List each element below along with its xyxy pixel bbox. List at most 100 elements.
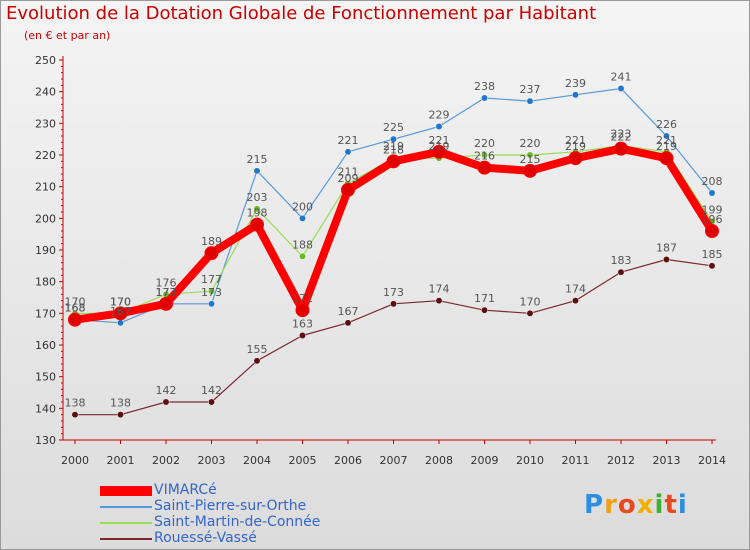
y-tick-label: 170 bbox=[35, 307, 56, 320]
data-point bbox=[208, 300, 215, 308]
y-tick-label: 140 bbox=[35, 402, 56, 415]
x-tick-label: 2011 bbox=[562, 454, 590, 467]
x-tick-label: 2008 bbox=[425, 454, 453, 467]
data-label: 221 bbox=[429, 134, 450, 147]
data-label: 168 bbox=[65, 302, 86, 315]
data-point bbox=[432, 144, 446, 159]
data-label: 176 bbox=[156, 276, 177, 289]
data-point bbox=[299, 252, 306, 260]
x-tick-label: 2014 bbox=[698, 454, 726, 467]
y-tick-label: 160 bbox=[35, 339, 56, 352]
chart-subtitle: (en € et par an) bbox=[24, 29, 111, 42]
data-point bbox=[390, 300, 397, 308]
data-label: 199 bbox=[702, 204, 723, 217]
legend-swatch bbox=[100, 506, 152, 508]
brand-letter: i bbox=[654, 490, 665, 520]
data-point bbox=[663, 132, 670, 140]
data-point bbox=[71, 411, 79, 419]
x-tick-label: 2009 bbox=[471, 454, 499, 467]
x-tick-label: 2005 bbox=[289, 454, 317, 467]
data-point bbox=[523, 163, 537, 178]
data-label: 138 bbox=[65, 397, 86, 410]
legend-label: Saint-Martin-de-Connée bbox=[154, 514, 321, 530]
data-point bbox=[341, 182, 355, 197]
data-label: 225 bbox=[383, 121, 404, 134]
data-label: 238 bbox=[474, 80, 495, 93]
data-point bbox=[68, 312, 82, 327]
data-label: 170 bbox=[65, 295, 86, 308]
data-point bbox=[659, 151, 674, 166]
brand-letter: x bbox=[636, 490, 655, 520]
legend-label: VIMARCé bbox=[154, 482, 217, 498]
x-tick-label: 2013 bbox=[653, 454, 681, 467]
data-label: 215 bbox=[520, 153, 541, 166]
data-label: 222 bbox=[611, 131, 632, 144]
data-label: 200 bbox=[292, 200, 313, 213]
data-point bbox=[572, 297, 579, 305]
brand-logo: Proxiti bbox=[584, 490, 688, 520]
x-tick-label: 2004 bbox=[243, 454, 271, 467]
data-point bbox=[159, 296, 173, 311]
data-label: 239 bbox=[565, 77, 586, 90]
chart-title: Evolution de la Dotation Globale de Fonc… bbox=[6, 3, 597, 24]
data-label: 170 bbox=[520, 295, 541, 308]
data-label: 138 bbox=[110, 397, 131, 410]
data-label: 163 bbox=[292, 318, 313, 331]
data-point bbox=[477, 160, 492, 175]
data-label: 198 bbox=[247, 207, 268, 220]
data-label: 215 bbox=[247, 153, 268, 166]
data-point bbox=[708, 262, 716, 270]
data-point bbox=[253, 357, 261, 365]
data-label: 218 bbox=[383, 143, 404, 156]
data-point bbox=[526, 309, 534, 317]
data-point bbox=[568, 151, 583, 166]
legend-swatch bbox=[100, 522, 152, 524]
data-label: 173 bbox=[156, 286, 177, 299]
data-point bbox=[708, 189, 716, 197]
x-tick-label: 2007 bbox=[380, 454, 408, 467]
data-label: 219 bbox=[429, 140, 450, 153]
data-label: 221 bbox=[338, 134, 359, 147]
data-point bbox=[250, 217, 264, 232]
data-label: 174 bbox=[565, 283, 586, 296]
data-point bbox=[344, 148, 352, 156]
data-label: 171 bbox=[474, 292, 495, 305]
data-label: 196 bbox=[702, 213, 723, 226]
data-label: 170 bbox=[110, 295, 131, 308]
y-tick-label: 200 bbox=[35, 212, 56, 225]
y-tick-label: 250 bbox=[35, 54, 56, 67]
y-tick-label: 210 bbox=[35, 181, 56, 194]
data-point bbox=[344, 319, 352, 327]
data-label: 167 bbox=[110, 305, 131, 318]
x-tick-label: 2002 bbox=[152, 454, 180, 467]
y-tick-label: 190 bbox=[35, 244, 56, 257]
data-label: 237 bbox=[520, 83, 541, 96]
data-point bbox=[526, 151, 534, 159]
data-point bbox=[390, 135, 397, 143]
data-label: 185 bbox=[702, 248, 723, 261]
y-tick-label: 130 bbox=[35, 434, 56, 447]
data-label: 187 bbox=[656, 242, 677, 255]
data-label: 183 bbox=[611, 254, 632, 267]
y-tick-label: 240 bbox=[35, 86, 56, 99]
data-label: 226 bbox=[656, 118, 677, 131]
data-label: 211 bbox=[338, 166, 359, 179]
data-point bbox=[117, 411, 124, 419]
legend-swatch bbox=[100, 538, 152, 540]
data-label: 208 bbox=[702, 175, 723, 188]
data-point bbox=[295, 303, 310, 318]
data-point bbox=[481, 94, 488, 102]
data-point bbox=[617, 268, 625, 276]
data-point bbox=[572, 91, 579, 99]
y-tick-label: 150 bbox=[35, 371, 56, 384]
data-label: 219 bbox=[656, 140, 677, 153]
data-point bbox=[299, 332, 306, 339]
data-label: 155 bbox=[247, 343, 268, 356]
data-point bbox=[481, 151, 488, 159]
x-tick-label: 2001 bbox=[107, 454, 135, 467]
data-label: 188 bbox=[292, 238, 313, 251]
data-point bbox=[299, 214, 306, 222]
x-tick-label: 2003 bbox=[198, 454, 226, 467]
